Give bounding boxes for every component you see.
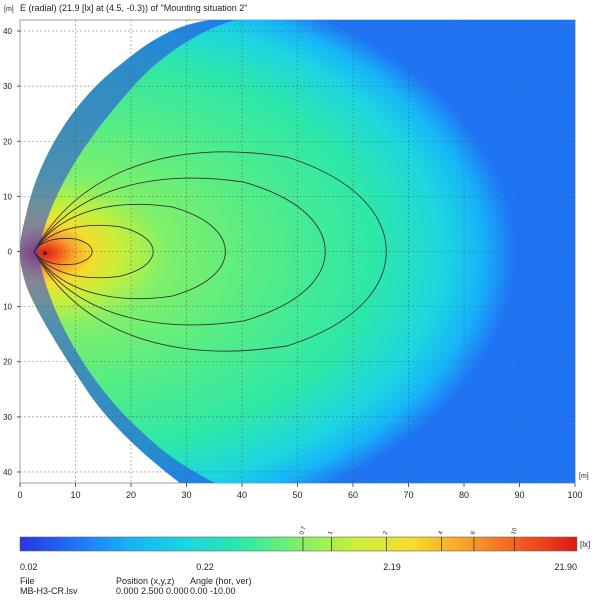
colorbar-label: 0.02 (20, 562, 38, 572)
colorbar-marker-label: 10 (511, 527, 519, 536)
colorbar-marker-label: 4 (438, 530, 445, 536)
position-value: 0.000 2.500 0.000 (116, 586, 189, 596)
x-tick-label: 20 (126, 490, 136, 500)
x-tick-label: 90 (514, 490, 524, 500)
colorbar-marker-label: 2 (383, 530, 390, 536)
colorbar-unit: [lx] (580, 540, 590, 549)
y-tick-label: 40 (3, 468, 12, 477)
x-tick-label: 70 (403, 490, 413, 500)
x-tick-label: 80 (459, 490, 469, 500)
y-axis-label: [m] (4, 6, 14, 13)
x-tick-label: 40 (237, 490, 247, 500)
x-tick-label: 30 (181, 490, 191, 500)
colorbar-label: 2.19 (383, 562, 401, 572)
y-tick-label: 20 (3, 358, 12, 367)
file-label: File (20, 576, 35, 586)
y-axis: 40 30 20 10 0 10 20 30 40 (3, 27, 20, 477)
contour-line (33, 151, 387, 352)
colorbar (19, 536, 578, 552)
colorbar-markers: 0.7 1 2 4 6 10 (299, 525, 519, 551)
y-tick-label: 0 (8, 248, 13, 257)
grid (20, 20, 576, 483)
y-tick-label: 10 (3, 303, 12, 312)
x-axis-label: [m] (579, 473, 589, 480)
colorbar-label: 0.22 (196, 562, 214, 572)
y-tick-label: 30 (3, 82, 12, 91)
position-label: Position (x,y,z) (116, 576, 175, 586)
field-edge-band (20, 20, 235, 483)
angle-label: Angle (hor, ver) (190, 576, 252, 586)
colorbar-label: 21.90 (554, 562, 577, 572)
x-tick-label: 60 (348, 490, 358, 500)
x-axis: 0 10 20 30 40 50 60 70 80 90 100 (17, 483, 583, 500)
colorbar-marker-label: 0.7 (299, 525, 308, 536)
y-tick-label: 20 (3, 137, 12, 146)
chart-title: E (radial) (21.9 [lx] at (4.5, -0.3)) of… (20, 3, 248, 13)
x-tick-label: 50 (292, 490, 302, 500)
y-tick-label: 30 (3, 413, 12, 422)
max-point (43, 251, 47, 255)
colorbar-labels: 0.02 0.22 2.19 21.90 (20, 562, 577, 572)
colorbar-marker-label: 6 (470, 530, 477, 536)
x-tick-label: 10 (70, 490, 80, 500)
file-value: MB-H3-CR.lsv (20, 586, 78, 596)
x-tick-label: 0 (17, 490, 22, 500)
colorbar-marker-label: 1 (328, 530, 335, 536)
x-tick-label: 100 (567, 490, 582, 500)
y-tick-label: 10 (3, 192, 12, 201)
y-tick-label: 40 (3, 27, 12, 36)
angle-value: 0.00 -10.00 (190, 586, 236, 596)
